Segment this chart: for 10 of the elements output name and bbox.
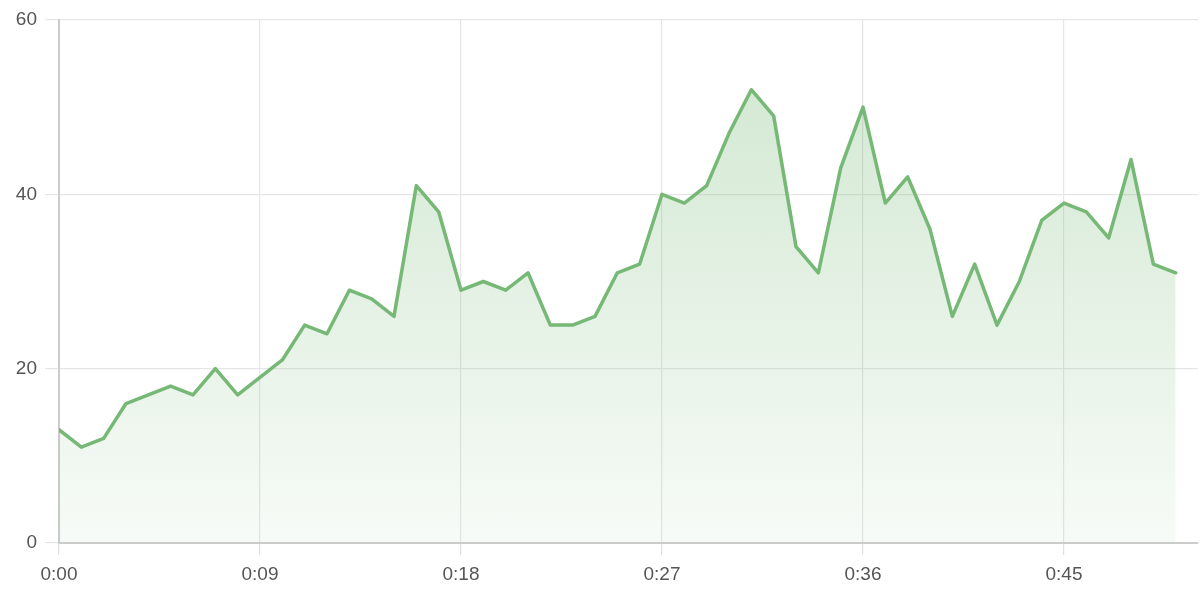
x-tick-label: 0:09 (241, 562, 279, 584)
x-tick-label: 0:18 (442, 562, 480, 584)
x-tick-label: 0:27 (643, 562, 681, 584)
y-tick-label: 40 (15, 182, 37, 204)
x-tick-label: 0:00 (40, 562, 78, 584)
y-tick-label: 20 (15, 356, 37, 378)
y-tick-label: 60 (15, 8, 37, 30)
y-tick-label: 0 (26, 531, 37, 553)
x-tick-label: 0:36 (844, 562, 882, 584)
x-tick-label: 0:45 (1045, 562, 1083, 584)
